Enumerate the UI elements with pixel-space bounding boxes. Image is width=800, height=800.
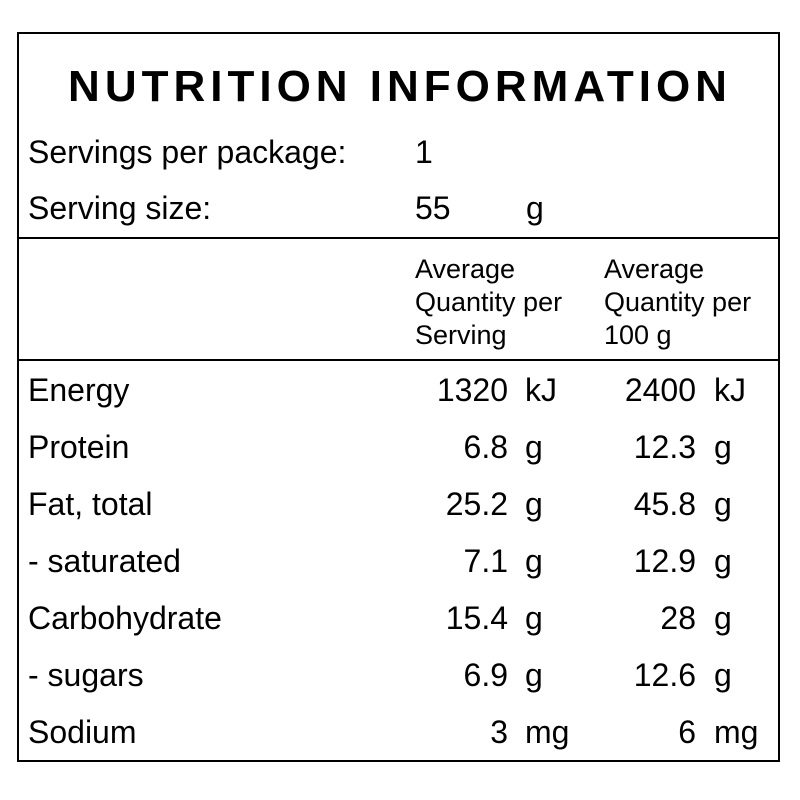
nutrient-name: Protein xyxy=(28,429,130,465)
nutrient-name: - sugars xyxy=(28,657,144,693)
serving-size-unit: g xyxy=(526,190,544,226)
nutrient-name: Carbohydrate xyxy=(28,600,222,636)
nutrient-row-fat-total: Fat, total 25.2 g 45.8 g xyxy=(0,484,800,541)
nutrient-row-sugars: - sugars 6.9 g 12.6 g xyxy=(0,655,800,712)
per-serving-unit: g xyxy=(525,657,543,693)
per-100g-value: 12.3 xyxy=(633,429,696,465)
per-serving-value: 15.4 xyxy=(445,600,508,636)
table-divider xyxy=(17,359,780,361)
per-serving-unit: g xyxy=(525,600,543,636)
servings-per-package-label: Servings per package: xyxy=(28,134,347,170)
nutrient-name: Sodium xyxy=(28,714,137,750)
per-100g-unit: kJ xyxy=(714,372,746,408)
serving-size-value: 55 xyxy=(415,190,451,226)
per-100g-unit: g xyxy=(714,600,732,636)
page-title: NUTRITION INFORMATION xyxy=(68,62,732,111)
column-header-line: Average xyxy=(604,254,705,284)
per-100g-unit: g xyxy=(714,657,732,693)
column-header-per-serving: Average Quantity per Serving xyxy=(415,253,562,352)
per-serving-value: 6.8 xyxy=(463,429,508,465)
nutrient-name: Energy xyxy=(28,372,130,408)
per-serving-value: 7.1 xyxy=(463,543,508,579)
per-serving-unit: mg xyxy=(525,714,570,750)
per-100g-unit: g xyxy=(714,543,732,579)
per-100g-value: 2400 xyxy=(624,372,696,408)
per-serving-value: 6.9 xyxy=(463,657,508,693)
per-100g-unit: g xyxy=(714,486,732,522)
per-serving-unit: g xyxy=(525,486,543,522)
serving-size-label: Serving size: xyxy=(28,190,212,226)
servings-per-package-value: 1 xyxy=(415,134,433,170)
nutrient-row-saturated: - saturated 7.1 g 12.9 g xyxy=(0,541,800,598)
nutrition-panel xyxy=(17,32,780,762)
column-header-line: Serving xyxy=(415,320,507,350)
per-100g-value: 12.6 xyxy=(633,657,696,693)
per-100g-unit: g xyxy=(714,429,732,465)
per-100g-value: 28 xyxy=(660,600,696,636)
per-serving-unit: g xyxy=(525,543,543,579)
per-serving-unit: kJ xyxy=(525,372,557,408)
per-100g-value: 45.8 xyxy=(633,486,696,522)
per-serving-value: 3 xyxy=(490,714,508,750)
column-header-line: Quantity per xyxy=(415,287,563,317)
per-100g-value: 6 xyxy=(678,714,696,750)
nutrient-row-carbohydrate: Carbohydrate 15.4 g 28 g xyxy=(0,598,800,655)
per-serving-value: 25.2 xyxy=(445,486,508,522)
column-header-line: Average xyxy=(415,254,516,284)
nutrient-row-sodium: Sodium 3 mg 6 mg xyxy=(0,712,800,769)
per-100g-value: 12.9 xyxy=(633,543,696,579)
column-header-line: Quantity per xyxy=(604,287,752,317)
per-serving-value: 1320 xyxy=(436,372,508,408)
per-100g-unit: mg xyxy=(714,714,759,750)
nutrient-name: Fat, total xyxy=(28,486,153,522)
nutrient-name: - saturated xyxy=(28,543,181,579)
nutrient-row-protein: Protein 6.8 g 12.3 g xyxy=(0,427,800,484)
column-header-per-100g: Average Quantity per 100 g xyxy=(604,253,751,352)
column-header-line: 100 g xyxy=(604,320,672,350)
header-divider xyxy=(17,237,780,239)
nutrient-row-energy: Energy 1320 kJ 2400 kJ xyxy=(0,370,800,427)
per-serving-unit: g xyxy=(525,429,543,465)
